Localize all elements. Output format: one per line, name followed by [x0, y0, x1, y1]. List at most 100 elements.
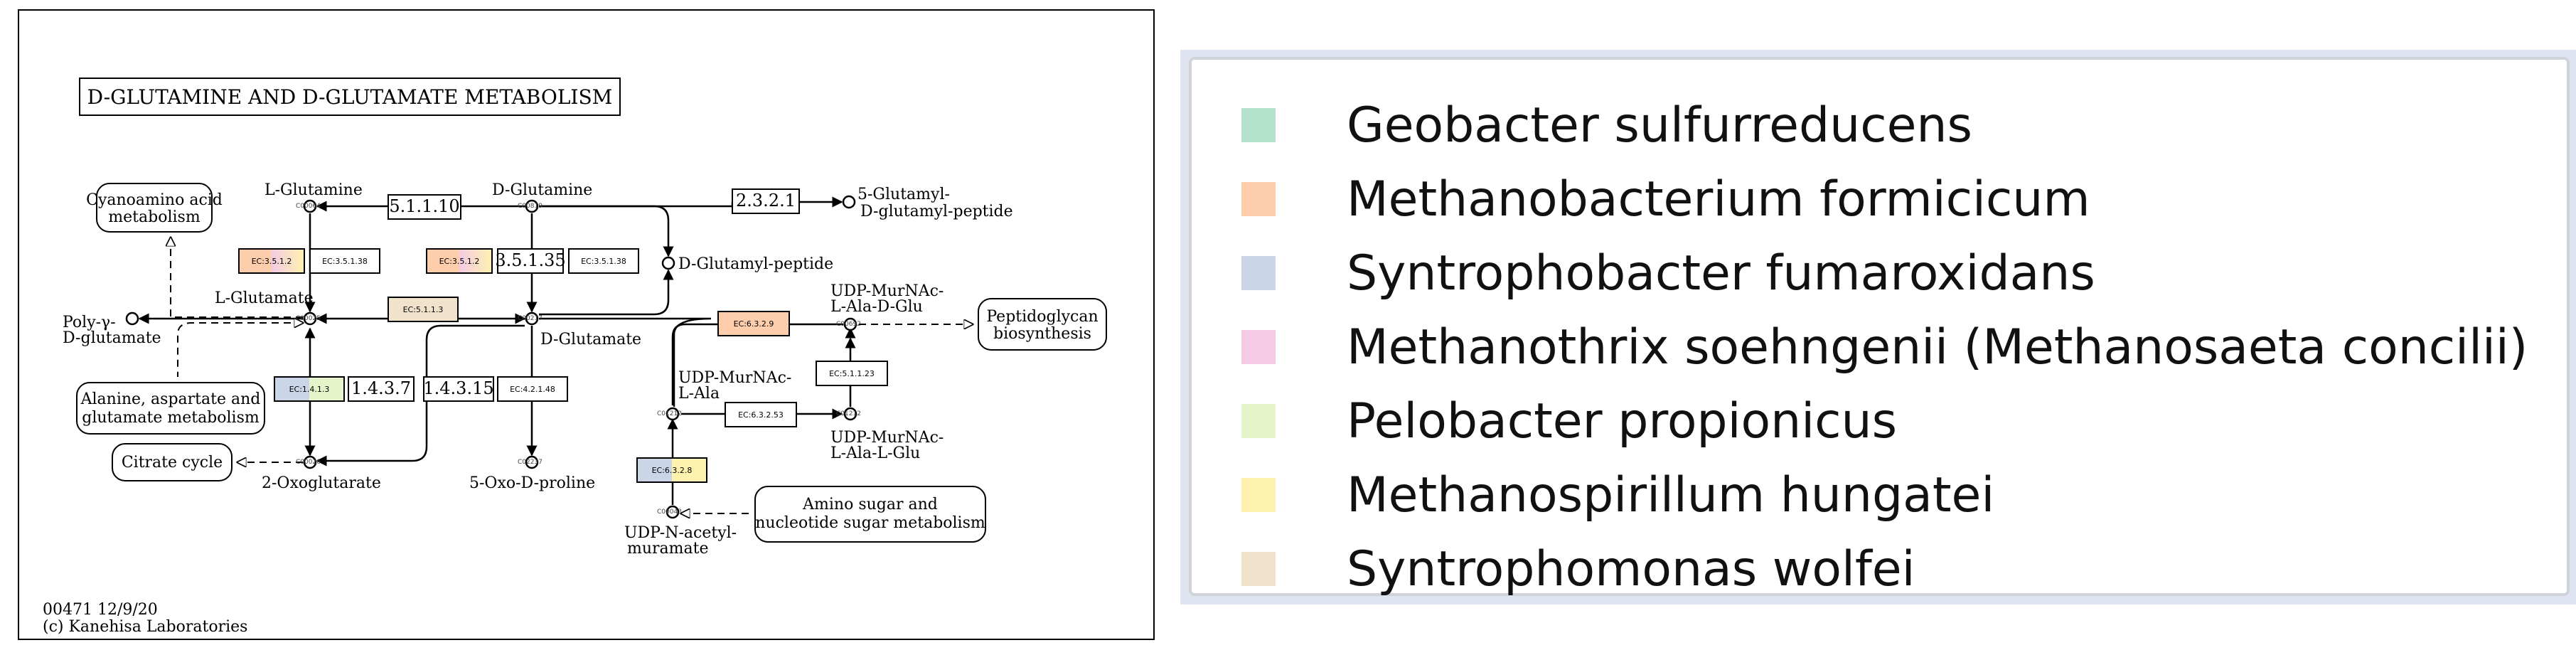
footer-copyright: (c) Kanehisa Laboratories: [43, 618, 247, 636]
legend-label: Geobacter sulfurreducens: [1347, 97, 1972, 154]
label-udp-acetyl-1: UDP-N-acetyl-: [624, 524, 737, 542]
legend-item: Syntrophobacter fumaroxidans: [1241, 236, 2095, 310]
enzyme-5-1-1-3[interactable]: [388, 297, 459, 322]
legend-swatch: [1241, 330, 1276, 364]
node-d-glutamate[interactable]: [525, 311, 539, 326]
label-oxoglutarate: 2-Oxoglutarate: [262, 474, 381, 492]
node-l-glutamate[interactable]: [303, 311, 317, 326]
map-amino-sugar-label-1: Amino sugar and: [802, 496, 938, 513]
node-udp-ala[interactable]: [666, 407, 680, 421]
map-alanine-label-1: Alanine, aspartate and: [80, 390, 261, 408]
code-c3: C00025: [296, 315, 321, 322]
label-poly-1: Poly-γ-: [63, 314, 116, 331]
legend-item: Syntrophomonas wolfei: [1241, 532, 1915, 606]
label-glutamyl-peptide-1: 5-Glutamyl-: [857, 186, 950, 203]
legend-label: Methanothrix soehngenii (Methanosaeta co…: [1347, 319, 2528, 376]
label-glutamyl-peptide-2: D-glutamyl-peptide: [860, 203, 1013, 220]
code-c7: C00692: [836, 321, 861, 328]
enzyme-2-3-2-1[interactable]: [732, 188, 800, 214]
legend-swatch: [1241, 108, 1276, 142]
legend-label: Syntrophomonas wolfei: [1347, 540, 1915, 597]
legend-swatch: [1241, 478, 1276, 512]
enzyme-1-4-3-15[interactable]: [423, 376, 494, 402]
enzyme-1-4-1-3-label: EC:1.4.1.3: [289, 385, 330, 394]
enzyme-6-3-2-9[interactable]: [717, 311, 790, 336]
legend-item: Methanobacterium formicicum: [1241, 162, 2090, 236]
node-oxoglutarate[interactable]: [303, 455, 317, 469]
enzyme-4-2-1-48-label: EC:4.2.1.48: [510, 385, 555, 394]
organism-legend: Geobacter sulfurreducens Methanobacteriu…: [1189, 57, 2570, 597]
label-udp-acetyl-2: muramate: [627, 540, 709, 558]
legend-item: Geobacter sulfurreducens: [1241, 88, 1972, 162]
label-d-glutamyl-peptide: D-Glutamyl-peptide: [678, 255, 833, 273]
enzyme-1-4-3-7[interactable]: [348, 376, 415, 402]
footer-id: 00471 12/9/20: [43, 601, 158, 619]
enzyme-5-1-1-10[interactable]: [388, 194, 461, 220]
enzyme-5-1-1-23-label: EC:5.1.1.23: [829, 369, 875, 378]
label-l-glutamate: L-Glutamate: [215, 289, 314, 307]
enzyme-3-5-1-2-b[interactable]: [426, 248, 493, 274]
legend-label: Pelobacter propionicus: [1347, 393, 1897, 449]
code-c1: C00064: [296, 203, 321, 210]
enzyme-1-4-3-7-label: 1.4.3.7: [351, 378, 411, 398]
map-cyanoamino[interactable]: [96, 183, 213, 233]
enzyme-1-4-1-3[interactable]: [274, 376, 345, 402]
enzyme-6-3-2-53[interactable]: [725, 402, 797, 427]
code-c5: C00026: [296, 459, 321, 466]
map-citrate[interactable]: [112, 443, 233, 481]
label-udp-ala-lglu-2: L-Ala-L-Glu: [830, 444, 920, 462]
label-oxoproline: 5-Oxo-D-proline: [469, 474, 595, 492]
node-udp-ala-dglu[interactable]: [843, 317, 857, 331]
enzyme-3-5-1-2-b-label: EC:3.5.1.2: [439, 257, 480, 266]
map-title: D-GLUTAMINE AND D-GLUTAMATE METABOLISM: [87, 85, 613, 109]
enzyme-6-3-2-53-label: EC:6.3.2.53: [738, 410, 784, 420]
enzyme-4-2-1-48[interactable]: [497, 376, 568, 402]
label-d-glutamate: D-Glutamate: [540, 331, 641, 348]
node-glutamyl-peptide[interactable]: [842, 195, 856, 209]
node-poly-glutamate[interactable]: [125, 311, 139, 326]
enzyme-6-3-2-9-label: EC:6.3.2.9: [734, 319, 774, 329]
node-d-glutamyl-peptide[interactable]: [661, 256, 675, 270]
legend-swatch: [1241, 552, 1276, 586]
code-c9: C01212: [836, 410, 861, 417]
enzyme-3-5-1-38-b[interactable]: [568, 248, 639, 274]
code-c10: C00043: [657, 508, 682, 516]
node-udp-acetyl[interactable]: [666, 505, 680, 519]
node-oxoproline[interactable]: [525, 455, 539, 469]
enzyme-3-5-1-35[interactable]: [497, 248, 564, 274]
enzyme-3-5-1-38-a[interactable]: [309, 248, 380, 274]
map-alanine[interactable]: [76, 382, 265, 435]
label-poly-2: D-glutamate: [63, 329, 161, 347]
map-cyanoamino-label-2: metabolism: [108, 208, 201, 226]
code-c8: C01212: [657, 410, 682, 417]
legend-item: Methanothrix soehngenii (Methanosaeta co…: [1241, 310, 2528, 384]
label-udp-ala-dglu-2: L-Ala-D-Glu: [830, 298, 923, 316]
map-citrate-label: Citrate cycle: [122, 454, 223, 472]
label-d-glutamine: D-Glutamine: [492, 181, 592, 199]
pathway-map: D-GLUTAMINE AND D-GLUTAMATE METABOLISM C…: [18, 9, 1155, 640]
enzyme-3-5-1-2-a-label: EC:3.5.1.2: [252, 257, 292, 266]
label-udp-ala-1: UDP-MurNAc-: [678, 369, 791, 387]
legend-item: Methanospirillum hungatei: [1241, 458, 1994, 532]
legend-swatch: [1241, 256, 1276, 290]
map-amino-sugar-label-2: nucleotide sugar metabolism: [755, 514, 985, 532]
map-alanine-label-2: glutamate metabolism: [82, 409, 260, 427]
code-c2: C00819: [518, 203, 543, 210]
node-d-glutamine[interactable]: [525, 199, 539, 213]
enzyme-5-1-1-23[interactable]: [816, 361, 888, 386]
map-peptidoglycan[interactable]: [978, 298, 1107, 351]
code-c6: C02237: [518, 459, 543, 466]
enzyme-2-3-2-1-label: 2.3.2.1: [736, 191, 796, 211]
code-c4: C00217: [518, 315, 543, 322]
map-amino-sugar[interactable]: [754, 486, 986, 543]
enzyme-6-3-2-8[interactable]: [636, 457, 707, 483]
enzyme-3-5-1-35-label: 3.5.1.35: [495, 250, 565, 270]
node-l-glutamine[interactable]: [303, 199, 317, 213]
enzyme-1-4-3-15-label: 1.4.3.15: [423, 378, 493, 398]
node-udp-ala-lglu[interactable]: [843, 407, 857, 421]
enzyme-3-5-1-38-a-label: EC:3.5.1.38: [322, 257, 368, 266]
enzyme-3-5-1-2-a[interactable]: [238, 248, 305, 274]
enzyme-6-3-2-8-label: EC:6.3.2.8: [652, 466, 693, 475]
label-udp-ala-dglu-1: UDP-MurNAc-: [830, 282, 944, 300]
enzyme-5-1-1-10-label: 5.1.1.10: [389, 196, 459, 216]
